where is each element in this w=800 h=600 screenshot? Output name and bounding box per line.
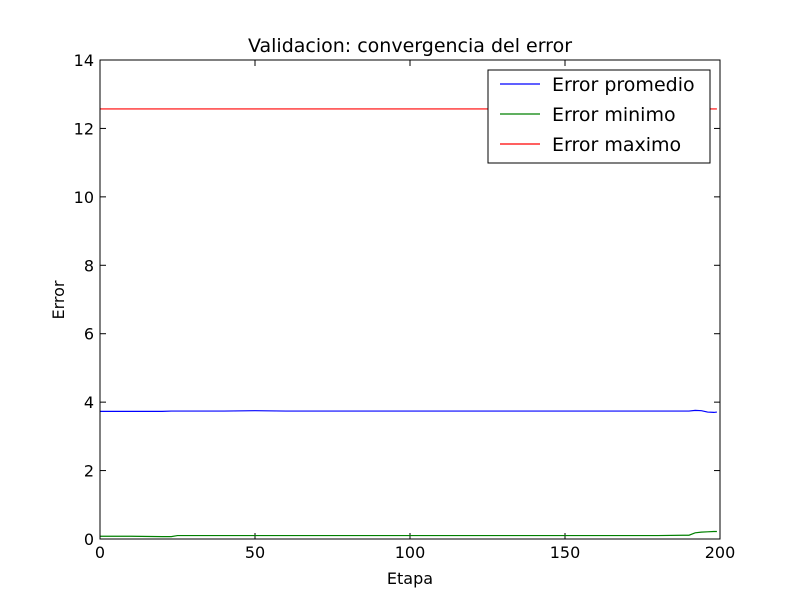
y-tick-label: 0 [84, 530, 94, 549]
legend-label: Error maximo [552, 134, 681, 156]
legend-label: Error promedio [552, 74, 695, 96]
y-tick-label: 6 [84, 325, 94, 344]
x-tick-label: 100 [395, 543, 426, 562]
y-tick-label: 8 [84, 256, 94, 275]
axis-ticks: 0 50 100 150 200 0 2 4 6 8 10 12 14 [74, 51, 736, 562]
legend: Error promedio Error minimo Error maximo [487, 69, 711, 164]
plot-area-frame [99, 59, 721, 540]
y-tick-label: 10 [74, 188, 94, 207]
series-line-2 [100, 530, 717, 538]
chart-title: Validacion: convergencia del error [248, 35, 572, 57]
x-tick-label: 200 [705, 543, 736, 562]
y-tick-label: 12 [74, 119, 94, 138]
legend-box [487, 69, 711, 164]
y-tick-label: 14 [74, 51, 94, 70]
series-lines [100, 108, 717, 538]
y-axis-label: Error [49, 280, 68, 319]
x-tick-label: 0 [95, 543, 105, 562]
x-axis-label: Etapa [387, 569, 433, 588]
legend-label: Error minimo [552, 104, 676, 126]
series-line-1 [100, 409, 717, 414]
x-tick-label: 50 [245, 543, 265, 562]
y-tick-label: 4 [84, 393, 94, 412]
x-tick-label: 150 [550, 543, 581, 562]
y-tick-label: 2 [84, 462, 94, 481]
